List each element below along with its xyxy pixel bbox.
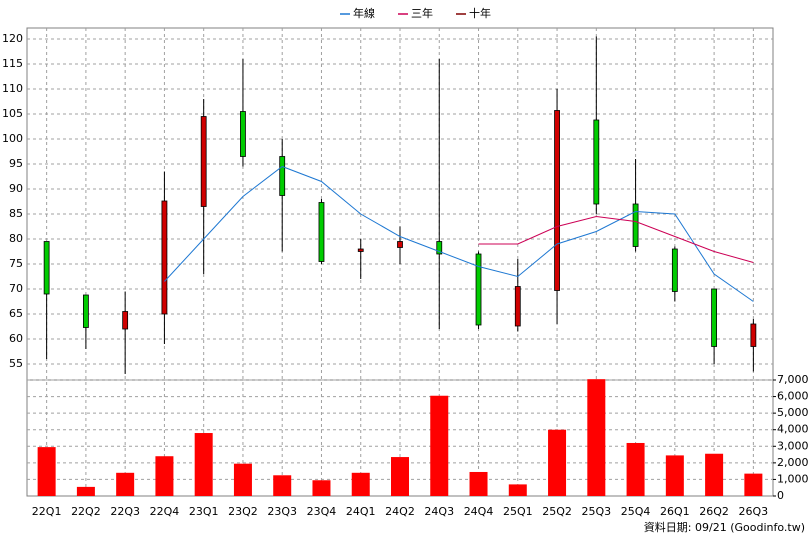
candle-body (397, 241, 403, 248)
candle-body (554, 110, 560, 291)
y-tick-label: 80 (9, 232, 23, 245)
x-tick-label: 22Q1 (32, 505, 62, 518)
x-tick-label: 25Q2 (542, 505, 572, 518)
volume-bar (194, 433, 213, 496)
volume-bar (155, 456, 174, 496)
volume-bar (705, 453, 724, 496)
volume-tick-label: 4,000 (777, 423, 808, 436)
x-tick-label: 22Q2 (71, 505, 101, 518)
legend-label: 十年 (469, 6, 491, 20)
x-tick-label: 25Q4 (621, 505, 651, 518)
candle-body (43, 241, 50, 295)
y-tick-label: 55 (9, 357, 23, 370)
x-tick-label: 24Q3 (424, 505, 454, 518)
candle-body (671, 248, 678, 292)
x-tick-label: 26Q2 (699, 505, 729, 518)
volume-bar (391, 457, 409, 496)
x-tick-label: 22Q4 (150, 505, 180, 518)
volume-bar (76, 486, 95, 496)
source-note: 資料日期: 09/21 (Goodinfo.tw) (644, 520, 805, 534)
volume-bar (587, 379, 606, 496)
candle-body (593, 119, 600, 205)
x-tick-label: 26Q3 (739, 505, 769, 518)
candle-body (436, 241, 443, 255)
x-tick-label: 22Q3 (110, 505, 140, 518)
volume-tick-label: 7,000 (777, 373, 808, 386)
volume-bar (351, 472, 370, 496)
volume-bar (508, 484, 527, 496)
candle-body (357, 248, 364, 252)
candle-body (279, 156, 286, 196)
volume-bar (37, 447, 56, 496)
ma-line (478, 215, 754, 263)
volume-bar (626, 442, 645, 496)
candle-body (82, 294, 89, 328)
x-tick-label: 23Q3 (267, 505, 297, 518)
x-tick-label: 26Q1 (660, 505, 690, 518)
x-tick-label: 23Q4 (307, 505, 337, 518)
y-tick-label: 70 (9, 282, 23, 295)
volume-bar (273, 475, 292, 496)
y-tick-label: 115 (2, 57, 23, 70)
y-tick-label: 75 (9, 257, 23, 270)
y-tick-label: 95 (9, 157, 23, 170)
x-tick-label: 25Q1 (503, 505, 533, 518)
candle-body (632, 203, 639, 247)
candle-body (122, 311, 129, 330)
x-tick-label: 25Q3 (581, 505, 611, 518)
x-tick-label: 24Q4 (464, 505, 494, 518)
volume-bar (469, 471, 488, 496)
volume-bar (116, 472, 135, 496)
volume-bar (744, 473, 763, 496)
candle-body (475, 253, 482, 326)
volume-tick-label: 6,000 (777, 390, 808, 403)
candle-body (161, 200, 168, 315)
x-tick-label: 24Q2 (385, 505, 415, 518)
volume-bar (430, 395, 449, 496)
x-tick-label: 24Q1 (346, 505, 376, 518)
volume-tick-label: 5,000 (777, 406, 808, 419)
candle-body (318, 202, 325, 262)
y-tick-label: 85 (9, 207, 23, 220)
candle-body (711, 288, 718, 347)
candle-body (240, 111, 246, 157)
volume-bar (233, 463, 252, 496)
candle-body (200, 116, 207, 207)
x-tick-label: 23Q2 (228, 505, 258, 518)
candle-body (514, 286, 521, 327)
y-tick-label: 65 (9, 307, 23, 320)
candle-body (750, 323, 757, 347)
legend-label: 年線 (353, 6, 375, 20)
volume-bar (312, 480, 331, 496)
volume-tick-label: 1,000 (777, 472, 808, 485)
y-tick-label: 110 (2, 82, 23, 95)
ma-line (164, 165, 754, 302)
y-tick-label: 100 (2, 132, 23, 145)
volume-tick-label: 3,000 (777, 439, 808, 452)
y-tick-label: 105 (2, 107, 23, 120)
volume-bar (548, 429, 567, 496)
x-tick-label: 23Q1 (189, 505, 219, 518)
legend-label: 三年 (411, 6, 433, 20)
volume-bar (665, 455, 684, 496)
volume-tick-label: 0 (777, 489, 784, 502)
y-tick-label: 60 (9, 332, 23, 345)
y-tick-label: 90 (9, 182, 23, 195)
y-tick-label: 120 (2, 32, 23, 45)
volume-tick-label: 2,000 (777, 456, 808, 469)
